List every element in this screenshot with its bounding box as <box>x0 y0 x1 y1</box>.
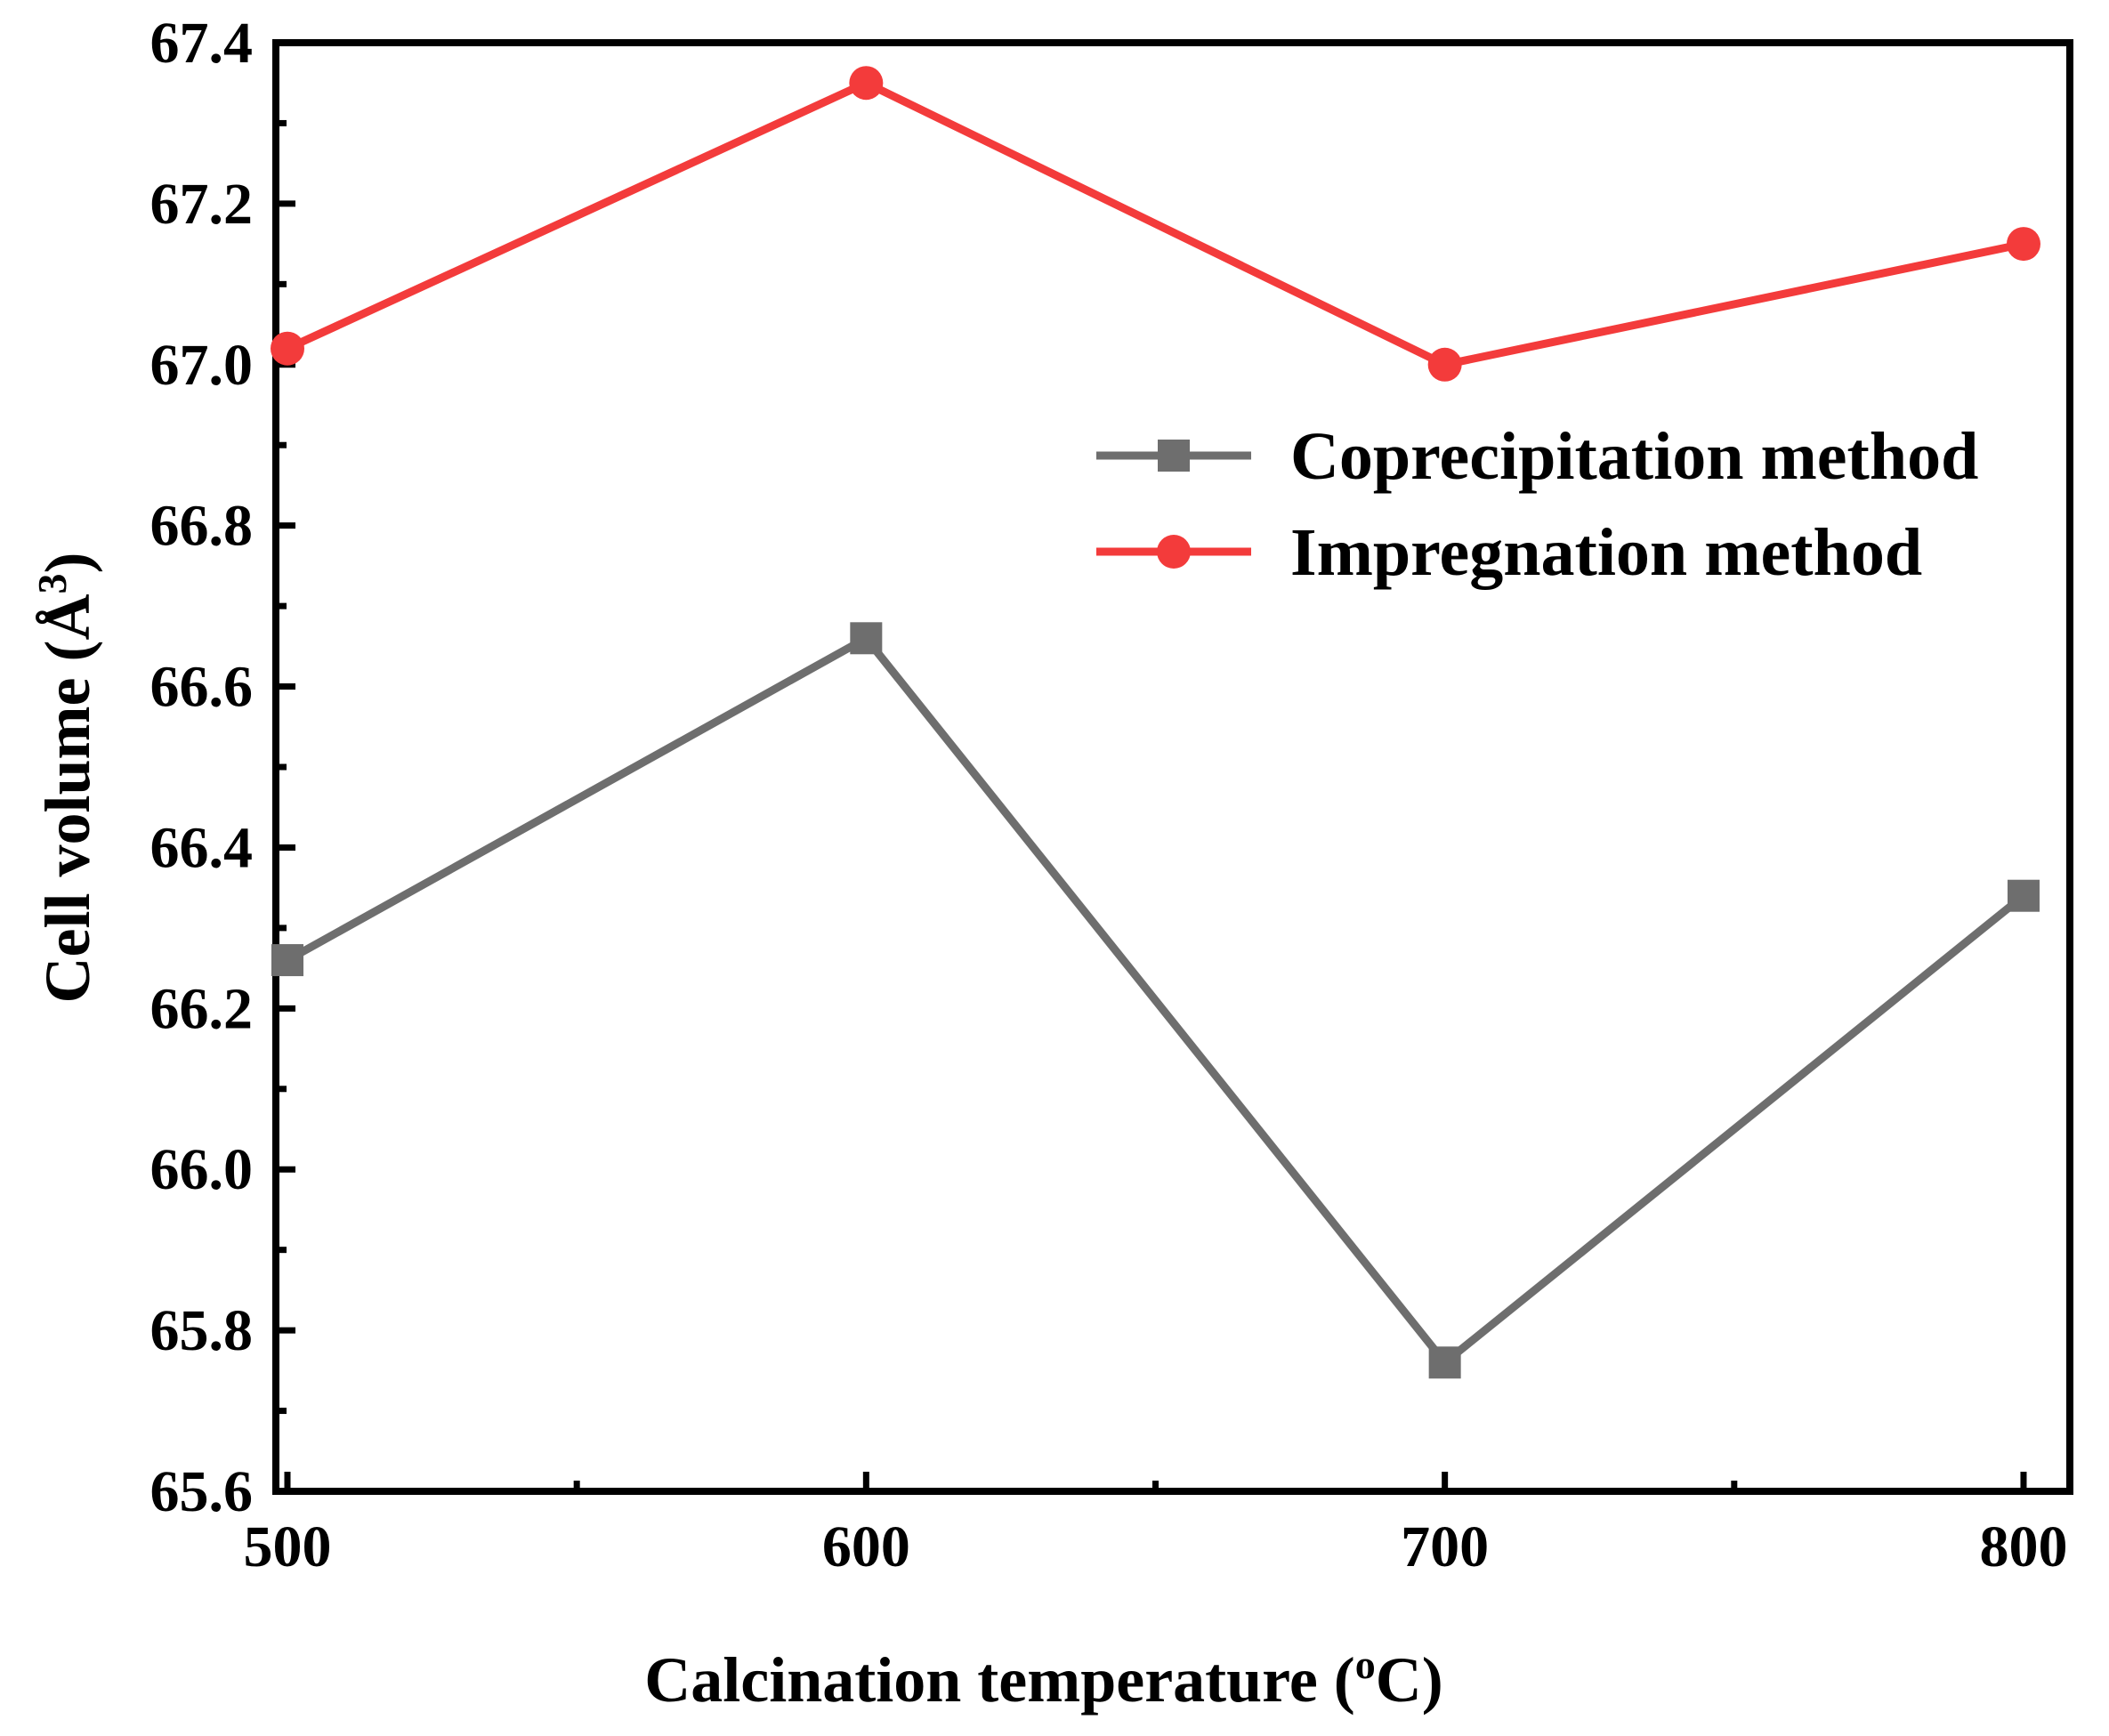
x-tick-label: 800 <box>1979 1514 2067 1579</box>
legend-entry: Coprecipitation method <box>1096 419 1978 494</box>
y-tick-label: 66.6 <box>150 655 254 720</box>
x-axis-title: Calcination temperature (oC) <box>644 1642 1443 1716</box>
x-tick-label: 500 <box>244 1514 332 1579</box>
plot-frame <box>272 39 2073 1495</box>
x-tick-label: 600 <box>822 1514 910 1579</box>
data-point <box>2007 879 2040 912</box>
data-point <box>1427 347 1462 382</box>
y-tick-label: 66.8 <box>150 494 254 559</box>
series-line <box>285 633 2026 1369</box>
axes: 65.6 65.8 66.0 66.2 66.4 66.6 66.8 67.0 67.2 67.4… <box>150 11 2073 1579</box>
legend-label: Impregnation method <box>1290 515 1922 590</box>
series-impregnation <box>271 66 2040 382</box>
legend: Coprecipitation method Impregnation metho… <box>1096 419 1978 590</box>
y-tick-label: 66.2 <box>150 976 254 1041</box>
y-tick-label: 67.4 <box>150 11 254 76</box>
legend-marker <box>1157 535 1191 569</box>
legend-entry: Impregnation method <box>1096 515 1922 590</box>
y-tick-label: 66.0 <box>150 1137 254 1202</box>
y-tick-label: 66.4 <box>150 815 254 880</box>
series-line <box>286 78 2024 369</box>
y-tick-label: 67.2 <box>150 172 254 237</box>
y-axis-title: Cell volume (Å3) <box>29 553 103 1004</box>
legend-label: Coprecipitation method <box>1290 419 1978 494</box>
data-point <box>271 944 304 977</box>
x-tick-label: 700 <box>1401 1514 1489 1579</box>
legend-marker <box>1158 440 1190 472</box>
y-tick-label: 67.0 <box>150 333 254 398</box>
data-point <box>271 331 305 366</box>
y-tick-label: 65.8 <box>150 1298 254 1363</box>
series-group <box>271 66 2040 1379</box>
data-point <box>850 622 883 655</box>
series-coprecipitation <box>271 622 2040 1379</box>
data-point <box>849 66 884 101</box>
data-point <box>2006 227 2040 262</box>
y-tick-label: 65.6 <box>150 1459 254 1524</box>
data-point <box>1428 1346 1461 1379</box>
